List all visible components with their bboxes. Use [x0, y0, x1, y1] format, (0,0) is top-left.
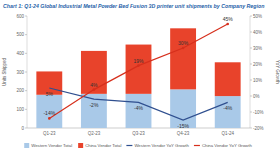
- data-label: 4%: [90, 82, 98, 88]
- marker: [226, 23, 229, 26]
- y-tick-label: 400: [16, 51, 24, 56]
- data-label: -15%: [177, 123, 189, 129]
- line: [49, 88, 227, 120]
- y2-tick: [250, 48, 252, 49]
- legend-label: China Vendor Total: [85, 143, 121, 148]
- data-label: -4%: [223, 105, 232, 111]
- y2-tick: [250, 80, 252, 81]
- bar: [126, 45, 152, 94]
- bar: [170, 28, 196, 89]
- y-tick: [25, 90, 27, 91]
- y-tick-label: 600: [16, 14, 24, 19]
- plot-area: [36, 23, 240, 128]
- y-tick-label: 500: [16, 32, 24, 37]
- y2-tick-label: 20%: [253, 62, 262, 67]
- bar: [170, 89, 196, 128]
- y-tick: [25, 109, 27, 110]
- data-label: 5%: [46, 91, 54, 97]
- data-label: -4%: [134, 105, 143, 111]
- y-tick: [25, 72, 27, 73]
- legend: Western Vendor Total China Vendor Total We…: [24, 143, 252, 148]
- marker: [48, 117, 51, 120]
- y2-tick: [250, 64, 252, 65]
- x-tick-label: Q4-23: [177, 131, 190, 136]
- data-label: 30%: [178, 40, 189, 46]
- y2-tick: [250, 96, 252, 97]
- y2-tick-label: -20%: [253, 126, 264, 131]
- y-tick: [25, 53, 27, 54]
- y-tick: [25, 16, 27, 17]
- y-axis-title: Units Shipped: [2, 58, 7, 87]
- y2-axis-line: [250, 16, 251, 128]
- x-tick-label: Q2-23: [88, 131, 101, 136]
- data-label: 45%: [223, 16, 234, 22]
- y-tick-label: 100: [16, 107, 24, 112]
- x-tick-label: Q1-24: [221, 131, 234, 136]
- bar: [36, 95, 62, 128]
- y2-tick-label: 0%: [253, 94, 260, 99]
- y-tick-label: 0: [21, 126, 24, 131]
- y2-tick-label: 40%: [253, 30, 262, 35]
- legend-label: China Vendor YoY Growth: [202, 143, 252, 148]
- y2-tick: [250, 112, 252, 113]
- y2-tick: [250, 128, 252, 129]
- y2-tick: [250, 16, 252, 17]
- y2-tick-label: -10%: [253, 110, 264, 115]
- data-label: -14%: [43, 110, 55, 116]
- y-tick: [25, 128, 27, 129]
- bar: [81, 51, 107, 94]
- legend-swatch: [24, 143, 29, 148]
- y2-tick: [250, 32, 252, 33]
- y2-tick-label: 10%: [253, 78, 262, 83]
- x-tick-label: Q3-23: [132, 131, 145, 136]
- data-label: 19%: [133, 58, 144, 64]
- x-tick-label: Q1-23: [43, 131, 56, 136]
- legend-label: Western Vendor Total: [31, 143, 72, 148]
- data-label: -2%: [89, 102, 98, 108]
- marker: [93, 88, 96, 91]
- y-tick-label: 200: [16, 88, 24, 93]
- y-tick: [25, 34, 27, 35]
- y2-tick-label: 30%: [253, 46, 262, 51]
- marker: [137, 64, 140, 67]
- legend-swatch: [78, 143, 83, 148]
- y2-tick-label: 50%: [253, 14, 262, 19]
- chart: Chart 1: Q1-24 Global Industrial Metal P…: [0, 0, 280, 150]
- legend-swatch: [126, 145, 132, 146]
- y2-axis-title: YoY Growth: [275, 60, 280, 84]
- bar: [215, 62, 241, 96]
- legend-label: Western Vendor YoY Growth: [134, 143, 189, 148]
- y-tick-label: 300: [16, 70, 24, 75]
- bar: [215, 96, 241, 128]
- title: Chart 1: Q1-24 Global Industrial Metal P…: [3, 3, 264, 9]
- marker: [182, 47, 185, 50]
- legend-swatch: [194, 145, 200, 146]
- line: [49, 24, 227, 118]
- bar: [126, 94, 152, 128]
